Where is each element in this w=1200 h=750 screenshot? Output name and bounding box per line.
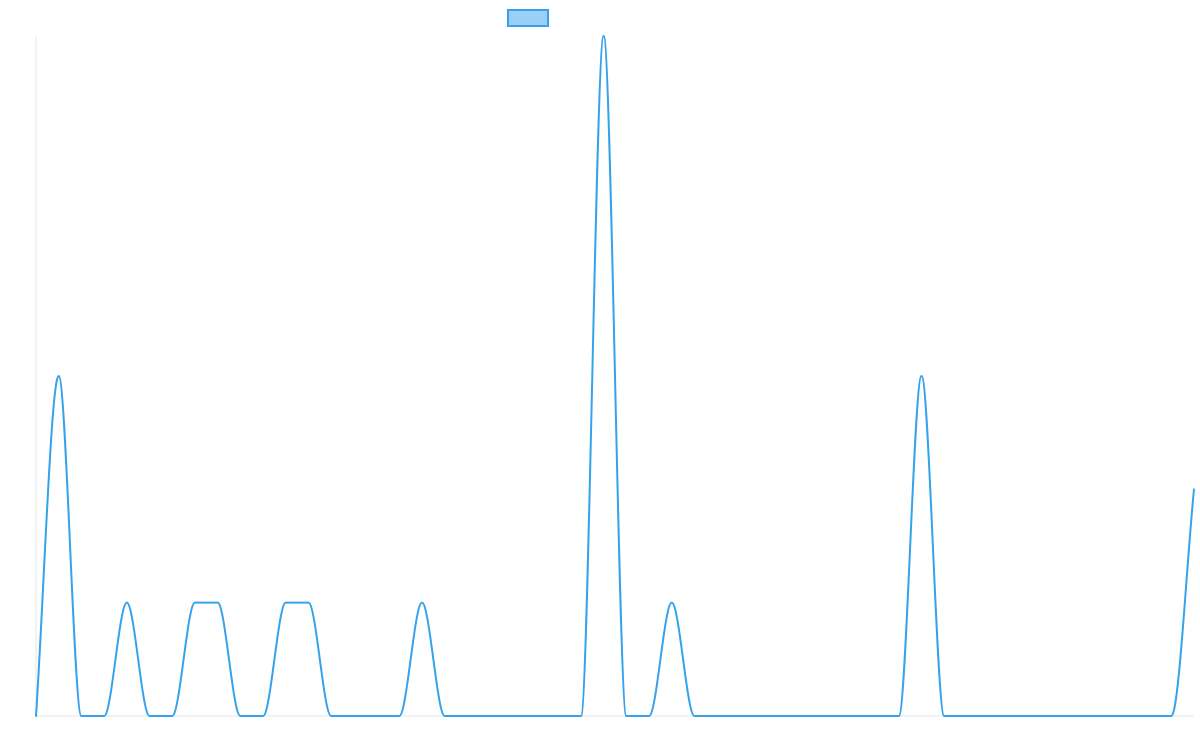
data-point[interactable] xyxy=(578,713,584,719)
data-point[interactable] xyxy=(215,600,221,606)
data-point[interactable] xyxy=(487,713,493,719)
data-point[interactable] xyxy=(1123,713,1129,719)
data-point[interactable] xyxy=(56,373,62,379)
data-point[interactable] xyxy=(1055,713,1061,719)
data-point[interactable] xyxy=(1146,713,1152,719)
data-point[interactable] xyxy=(419,600,425,606)
data-point[interactable] xyxy=(714,713,720,719)
data-point[interactable] xyxy=(828,713,834,719)
data-point[interactable] xyxy=(896,713,902,719)
data-point[interactable] xyxy=(646,713,652,719)
legend-swatch[interactable] xyxy=(507,9,549,27)
data-point[interactable] xyxy=(374,713,380,719)
data-point[interactable] xyxy=(873,713,879,719)
data-point[interactable] xyxy=(623,713,629,719)
data-point[interactable] xyxy=(33,713,39,719)
data-point[interactable] xyxy=(124,600,130,606)
data-point[interactable] xyxy=(78,713,84,719)
data-point[interactable] xyxy=(1191,486,1197,492)
data-point[interactable] xyxy=(351,713,357,719)
data-point[interactable] xyxy=(737,713,743,719)
data-point[interactable] xyxy=(169,713,175,719)
series-layer xyxy=(33,33,1197,719)
data-point[interactable] xyxy=(260,713,266,719)
data-point[interactable] xyxy=(192,600,198,606)
data-point[interactable] xyxy=(328,713,334,719)
data-point[interactable] xyxy=(237,713,243,719)
data-point[interactable] xyxy=(987,713,993,719)
data-point[interactable] xyxy=(1168,713,1174,719)
data-point[interactable] xyxy=(669,600,675,606)
legend[interactable] xyxy=(507,9,549,27)
data-point[interactable] xyxy=(760,713,766,719)
data-point[interactable] xyxy=(691,713,697,719)
data-point[interactable] xyxy=(782,713,788,719)
data-point[interactable] xyxy=(510,713,516,719)
data-point[interactable] xyxy=(533,713,539,719)
data-point[interactable] xyxy=(919,373,925,379)
series-line[interactable] xyxy=(35,35,1195,717)
data-point[interactable] xyxy=(805,713,811,719)
data-point[interactable] xyxy=(1009,713,1015,719)
data-point[interactable] xyxy=(941,713,947,719)
data-point[interactable] xyxy=(964,713,970,719)
data-point[interactable] xyxy=(464,713,470,719)
data-point[interactable] xyxy=(1077,713,1083,719)
data-point[interactable] xyxy=(101,713,107,719)
data-point[interactable] xyxy=(850,713,856,719)
data-point[interactable] xyxy=(396,713,402,719)
data-point[interactable] xyxy=(442,713,448,719)
data-point[interactable] xyxy=(1032,713,1038,719)
data-point[interactable] xyxy=(305,600,311,606)
data-point[interactable] xyxy=(601,33,607,39)
data-point[interactable] xyxy=(283,600,289,606)
data-point[interactable] xyxy=(555,713,561,719)
data-point[interactable] xyxy=(1100,713,1106,719)
data-point[interactable] xyxy=(147,713,153,719)
